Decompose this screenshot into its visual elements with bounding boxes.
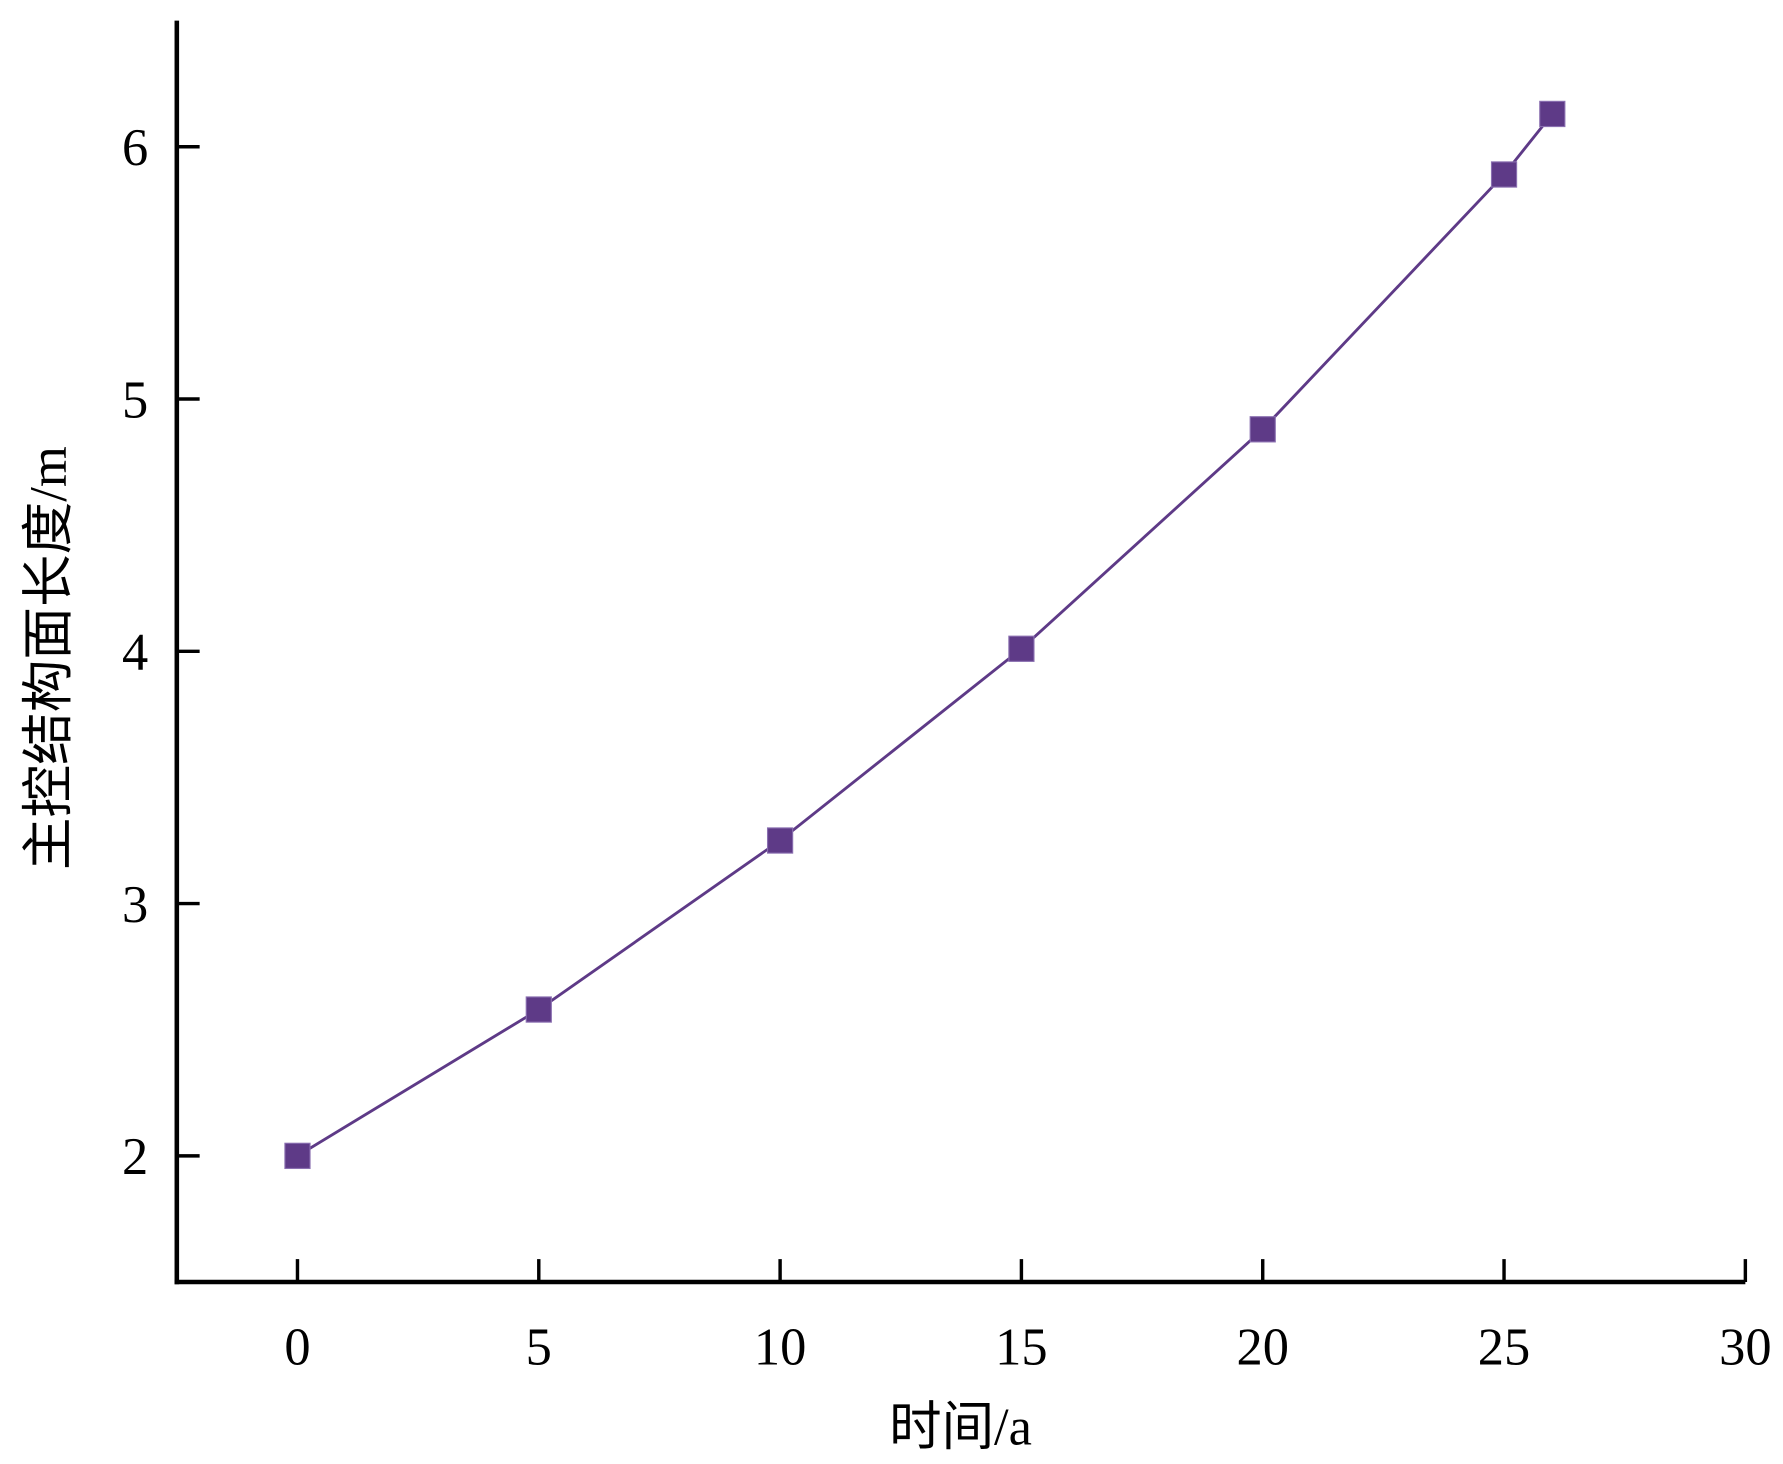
y-tick-label: 4 (122, 624, 148, 682)
x-tick-label: 5 (526, 1318, 552, 1376)
data-point (1008, 635, 1035, 662)
x-tick-label: 30 (1719, 1318, 1771, 1376)
y-tick-label: 3 (122, 876, 148, 934)
y-axis-label: 主控结构面长度/m (20, 446, 78, 870)
data-point (284, 1142, 311, 1170)
data-point (1539, 100, 1566, 128)
series-line (296, 113, 1554, 1158)
x-axis-label: 时间/a (889, 1398, 1032, 1456)
x-tick-label: 20 (1236, 1318, 1288, 1376)
x-tick-label: 15 (995, 1318, 1047, 1376)
x-tick-label: 0 (284, 1318, 310, 1376)
y-tick-label: 6 (122, 119, 148, 177)
y-tick-label: 2 (122, 1128, 148, 1186)
x-tick-label: 25 (1478, 1318, 1530, 1376)
data-point (525, 996, 552, 1023)
data-point (1490, 161, 1518, 188)
x-tick-label: 10 (754, 1318, 806, 1376)
y-tick-label: 5 (122, 371, 148, 429)
data-point (766, 827, 794, 854)
data-point (1249, 416, 1276, 443)
